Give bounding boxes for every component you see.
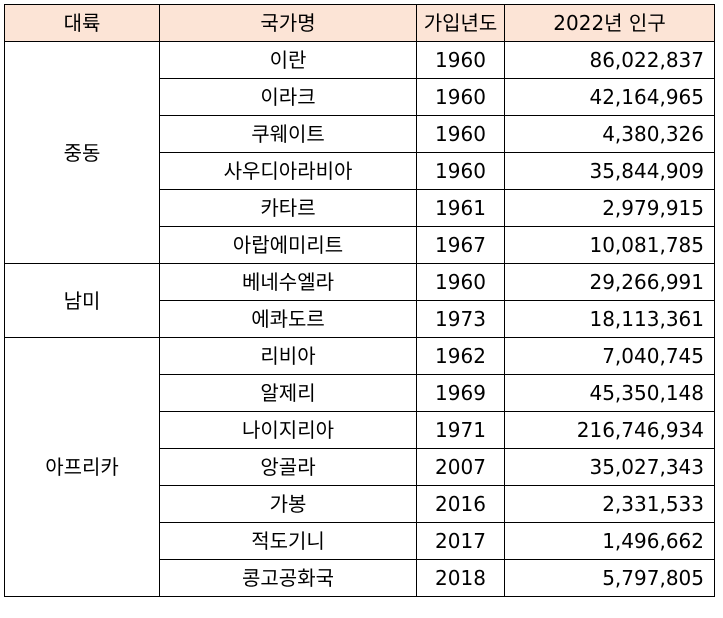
year-cell: 2007 xyxy=(416,448,505,486)
population-cell: 29,266,991 xyxy=(504,263,715,301)
year-cell: 1971 xyxy=(416,411,505,449)
table-row: 이라크 1960 42,164,965 xyxy=(5,78,715,116)
population-cell: 18,113,361 xyxy=(504,300,715,338)
year-cell: 2016 xyxy=(416,485,505,523)
population-cell: 86,022,837 xyxy=(504,41,715,79)
table-row: 아랍에미리트 1967 10,081,785 xyxy=(5,226,715,264)
year-cell: 1962 xyxy=(416,337,505,375)
table-row: 카타르 1961 2,979,915 xyxy=(5,189,715,227)
table-body: 중동 이란 1960 86,022,837 이라크 1960 42,164,965 쿠웨이트 1… xyxy=(4,41,715,597)
population-cell: 45,350,148 xyxy=(504,374,715,412)
table-row: 에콰도르 1973 18,113,361 xyxy=(5,300,715,338)
year-cell: 1961 xyxy=(416,189,505,227)
opec-members-table: 대륙 국가명 가입년도 2022년 인구 중동 이란 1960 86,022,837 이… xyxy=(4,4,715,597)
header-row: 대륙 국가명 가입년도 2022년 인구 xyxy=(4,4,715,42)
country-cell: 가봉 xyxy=(159,485,417,523)
country-cell: 아랍에미리트 xyxy=(159,226,417,264)
country-cell: 알제리 xyxy=(159,374,417,412)
header-year: 가입년도 xyxy=(416,4,505,42)
table-row: 콩고공화국 2018 5,797,805 xyxy=(5,559,715,597)
table-row: 알제리 1969 45,350,148 xyxy=(5,374,715,412)
year-cell: 1960 xyxy=(416,263,505,301)
population-cell: 216,746,934 xyxy=(504,411,715,449)
header-region: 대륙 xyxy=(4,4,160,42)
country-cell: 에콰도르 xyxy=(159,300,417,338)
year-cell: 1969 xyxy=(416,374,505,412)
year-cell: 1967 xyxy=(416,226,505,264)
region-cell: 중동 xyxy=(4,41,160,264)
table-row: 나이지리아 1971 216,746,934 xyxy=(5,411,715,449)
year-cell: 2018 xyxy=(416,559,505,597)
year-cell: 1960 xyxy=(416,41,505,79)
country-cell: 사우디아라비아 xyxy=(159,152,417,190)
region-cell: 남미 xyxy=(4,263,160,338)
country-cell: 카타르 xyxy=(159,189,417,227)
table-row: 남미 베네수엘라 1960 29,266,991 xyxy=(4,263,715,338)
population-cell: 42,164,965 xyxy=(504,78,715,116)
population-cell: 4,380,326 xyxy=(504,115,715,153)
country-cell: 베네수엘라 xyxy=(159,263,417,301)
population-cell: 10,081,785 xyxy=(504,226,715,264)
table-row: 아프리카 리비아 1962 7,040,745 xyxy=(4,337,715,597)
country-cell: 적도기니 xyxy=(159,522,417,560)
population-cell: 7,040,745 xyxy=(504,337,715,375)
country-cell: 이란 xyxy=(159,41,417,79)
year-cell: 1960 xyxy=(416,78,505,116)
year-cell: 1973 xyxy=(416,300,505,338)
table-row: 중동 이란 1960 86,022,837 xyxy=(4,41,715,264)
country-cell: 이라크 xyxy=(159,78,417,116)
population-cell: 2,979,915 xyxy=(504,189,715,227)
country-cell: 리비아 xyxy=(159,337,417,375)
year-cell: 2017 xyxy=(416,522,505,560)
population-cell: 35,027,343 xyxy=(504,448,715,486)
country-cell: 나이지리아 xyxy=(159,411,417,449)
country-cell: 앙골라 xyxy=(159,448,417,486)
header-population: 2022년 인구 xyxy=(504,4,715,42)
table-row: 적도기니 2017 1,496,662 xyxy=(5,522,715,560)
population-cell: 2,331,533 xyxy=(504,485,715,523)
country-cell: 콩고공화국 xyxy=(159,559,417,597)
year-cell: 1960 xyxy=(416,115,505,153)
population-cell: 5,797,805 xyxy=(504,559,715,597)
header-country: 국가명 xyxy=(159,4,417,42)
table-row: 앙골라 2007 35,027,343 xyxy=(5,448,715,486)
region-cell: 아프리카 xyxy=(4,337,160,597)
population-cell: 35,844,909 xyxy=(504,152,715,190)
year-cell: 1960 xyxy=(416,152,505,190)
country-cell: 쿠웨이트 xyxy=(159,115,417,153)
population-cell: 1,496,662 xyxy=(504,522,715,560)
